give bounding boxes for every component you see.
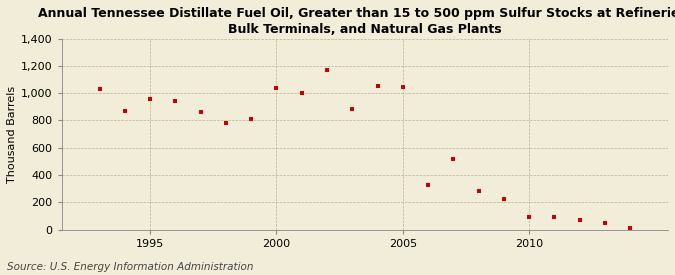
Point bbox=[398, 85, 408, 89]
Point bbox=[448, 156, 459, 161]
Point bbox=[372, 84, 383, 89]
Text: Source: U.S. Energy Information Administration: Source: U.S. Energy Information Administ… bbox=[7, 262, 253, 272]
Point bbox=[271, 86, 282, 90]
Point bbox=[321, 68, 332, 72]
Point bbox=[473, 189, 484, 193]
Point bbox=[119, 109, 130, 113]
Point bbox=[347, 107, 358, 111]
Point bbox=[246, 117, 256, 121]
Point bbox=[599, 221, 610, 225]
Point bbox=[95, 87, 105, 91]
Point bbox=[524, 215, 535, 220]
Point bbox=[549, 215, 560, 220]
Point bbox=[498, 197, 509, 201]
Y-axis label: Thousand Barrels: Thousand Barrels bbox=[7, 86, 17, 183]
Title: Annual Tennessee Distillate Fuel Oil, Greater than 15 to 500 ppm Sulfur Stocks a: Annual Tennessee Distillate Fuel Oil, Gr… bbox=[38, 7, 675, 36]
Point bbox=[195, 110, 206, 114]
Point bbox=[625, 226, 636, 231]
Point bbox=[296, 91, 307, 95]
Point bbox=[423, 183, 433, 188]
Point bbox=[144, 97, 155, 101]
Point bbox=[170, 99, 181, 104]
Point bbox=[221, 121, 232, 125]
Point bbox=[574, 218, 585, 222]
